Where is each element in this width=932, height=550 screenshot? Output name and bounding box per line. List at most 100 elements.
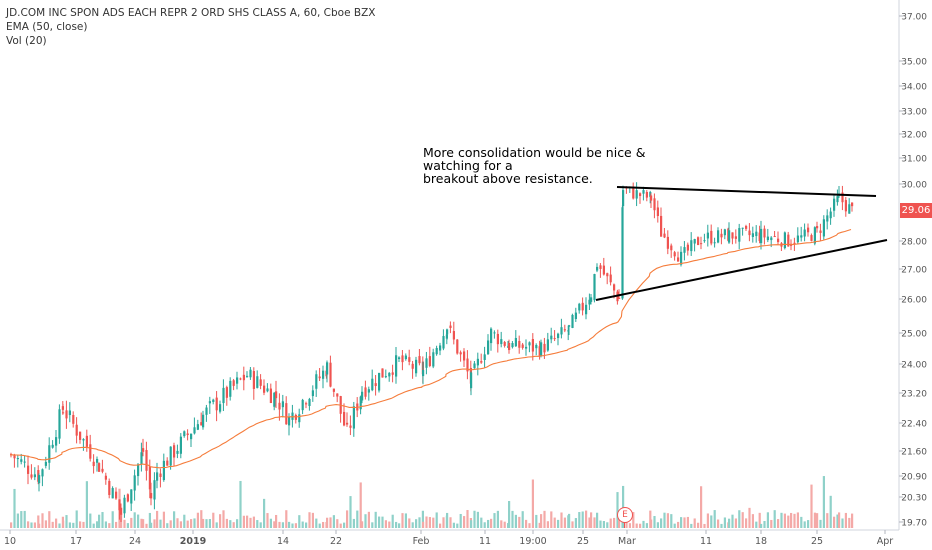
- volume-bar: [176, 518, 179, 528]
- candle: [239, 377, 242, 381]
- candle: [96, 456, 99, 472]
- volume-bar: [381, 516, 384, 528]
- volume-bar: [65, 515, 68, 528]
- candle: [275, 380, 278, 408]
- volume-bar: [720, 523, 723, 528]
- candle: [829, 207, 832, 225]
- volume-bar: [10, 522, 13, 528]
- volume-bar: [367, 511, 370, 528]
- volume-bar: [202, 518, 205, 528]
- volume-bar: [628, 523, 631, 528]
- candle: [518, 335, 521, 354]
- symbol-title[interactable]: JD.COM INC SPON ADS EACH REPR 2 ORD SHS …: [6, 7, 376, 19]
- resistance-trendline[interactable]: [616, 186, 877, 197]
- candle: [632, 182, 635, 200]
- volume-bar: [829, 495, 832, 528]
- volume-bar: [563, 517, 566, 528]
- volume-bar: [322, 521, 325, 528]
- volume-bar: [435, 512, 438, 528]
- candle: [159, 468, 162, 488]
- volume-bar: [166, 523, 169, 528]
- volume-bar: [256, 520, 259, 528]
- candle: [153, 472, 156, 510]
- candle: [364, 380, 367, 400]
- candle: [540, 339, 543, 358]
- candle: [150, 482, 153, 506]
- volume-bar: [20, 511, 23, 528]
- volume-bar: [777, 519, 780, 528]
- time-tick-label: Feb: [413, 536, 430, 547]
- candle: [30, 464, 33, 480]
- volume-bar: [41, 513, 44, 528]
- volume-bar: [503, 521, 506, 528]
- candle: [166, 457, 169, 466]
- volume-bar: [493, 513, 496, 528]
- ema-indicator-label[interactable]: EMA (50, close): [6, 21, 88, 33]
- volume-bar: [148, 512, 151, 528]
- volume-bar: [72, 522, 75, 528]
- volume-bar: [75, 510, 78, 528]
- candle: [359, 395, 362, 415]
- time-axis[interactable]: 10 17 24 2019 14 22 Feb 11 19:00 25 Mar 11 18 25 Apr: [4, 530, 893, 547]
- price-tick-label: 32.00: [901, 131, 927, 141]
- earnings-marker-icon[interactable]: E: [617, 507, 633, 523]
- candle: [58, 404, 61, 444]
- price-axis[interactable]: 37.00 35.00 34.00 33.00 32.00 31.00 30.00 28.00…: [899, 13, 927, 529]
- text-annotation[interactable]: More consolidation would be nice & watch…: [423, 146, 693, 185]
- price-tick-label: 24.00: [901, 361, 927, 371]
- volume-bar: [851, 513, 854, 528]
- candle: [126, 493, 129, 503]
- candle: [563, 324, 566, 333]
- volume-bar: [581, 511, 584, 528]
- candle: [225, 385, 228, 406]
- candle: [27, 455, 30, 485]
- price-tick-label: 26.00: [901, 296, 927, 306]
- volume-bar: [388, 521, 391, 528]
- volume-bar: [787, 515, 790, 528]
- candle: [176, 444, 179, 459]
- volume-bar: [760, 523, 763, 528]
- candle: [848, 198, 851, 214]
- candle: [398, 356, 401, 363]
- volume-bar: [703, 523, 706, 528]
- candle: [145, 441, 148, 481]
- volume-bar: [819, 519, 822, 528]
- volume-bar: [599, 520, 602, 528]
- candle: [738, 223, 741, 250]
- volume-indicator-label[interactable]: Vol (20): [6, 35, 47, 47]
- candle: [298, 408, 301, 428]
- candle: [717, 227, 720, 244]
- volume-bar: [822, 476, 825, 528]
- volume-bar: [33, 522, 36, 528]
- volume-bar: [653, 516, 656, 528]
- volume-bar: [800, 516, 803, 528]
- volume-bar: [613, 517, 616, 528]
- candle: [294, 413, 297, 424]
- candle: [734, 229, 737, 244]
- candle: [777, 231, 780, 245]
- volume-bar: [476, 511, 479, 528]
- volume-bar: [215, 522, 218, 528]
- volume-bar: [38, 523, 41, 528]
- candle: [720, 228, 723, 245]
- support-trendline[interactable]: [595, 239, 888, 301]
- ema-50-line: [9, 228, 852, 469]
- candle: [660, 207, 663, 237]
- volume-bar: [590, 512, 593, 528]
- volume-bar: [126, 523, 129, 528]
- time-tick-label: Apr: [877, 536, 894, 547]
- volume-bar: [836, 514, 839, 528]
- candle: [706, 224, 709, 247]
- volume-bar: [169, 520, 172, 528]
- volume-bar: [683, 517, 686, 528]
- time-tick-label: 25: [577, 536, 589, 547]
- volume-bar: [137, 514, 140, 528]
- volume-bar: [553, 517, 556, 528]
- volume-bar: [356, 510, 359, 528]
- volume-bar: [780, 512, 783, 528]
- volume-bar: [557, 519, 560, 528]
- price-tick-label: 33.00: [901, 108, 927, 118]
- candle: [23, 455, 26, 468]
- volume-bar: [384, 520, 387, 528]
